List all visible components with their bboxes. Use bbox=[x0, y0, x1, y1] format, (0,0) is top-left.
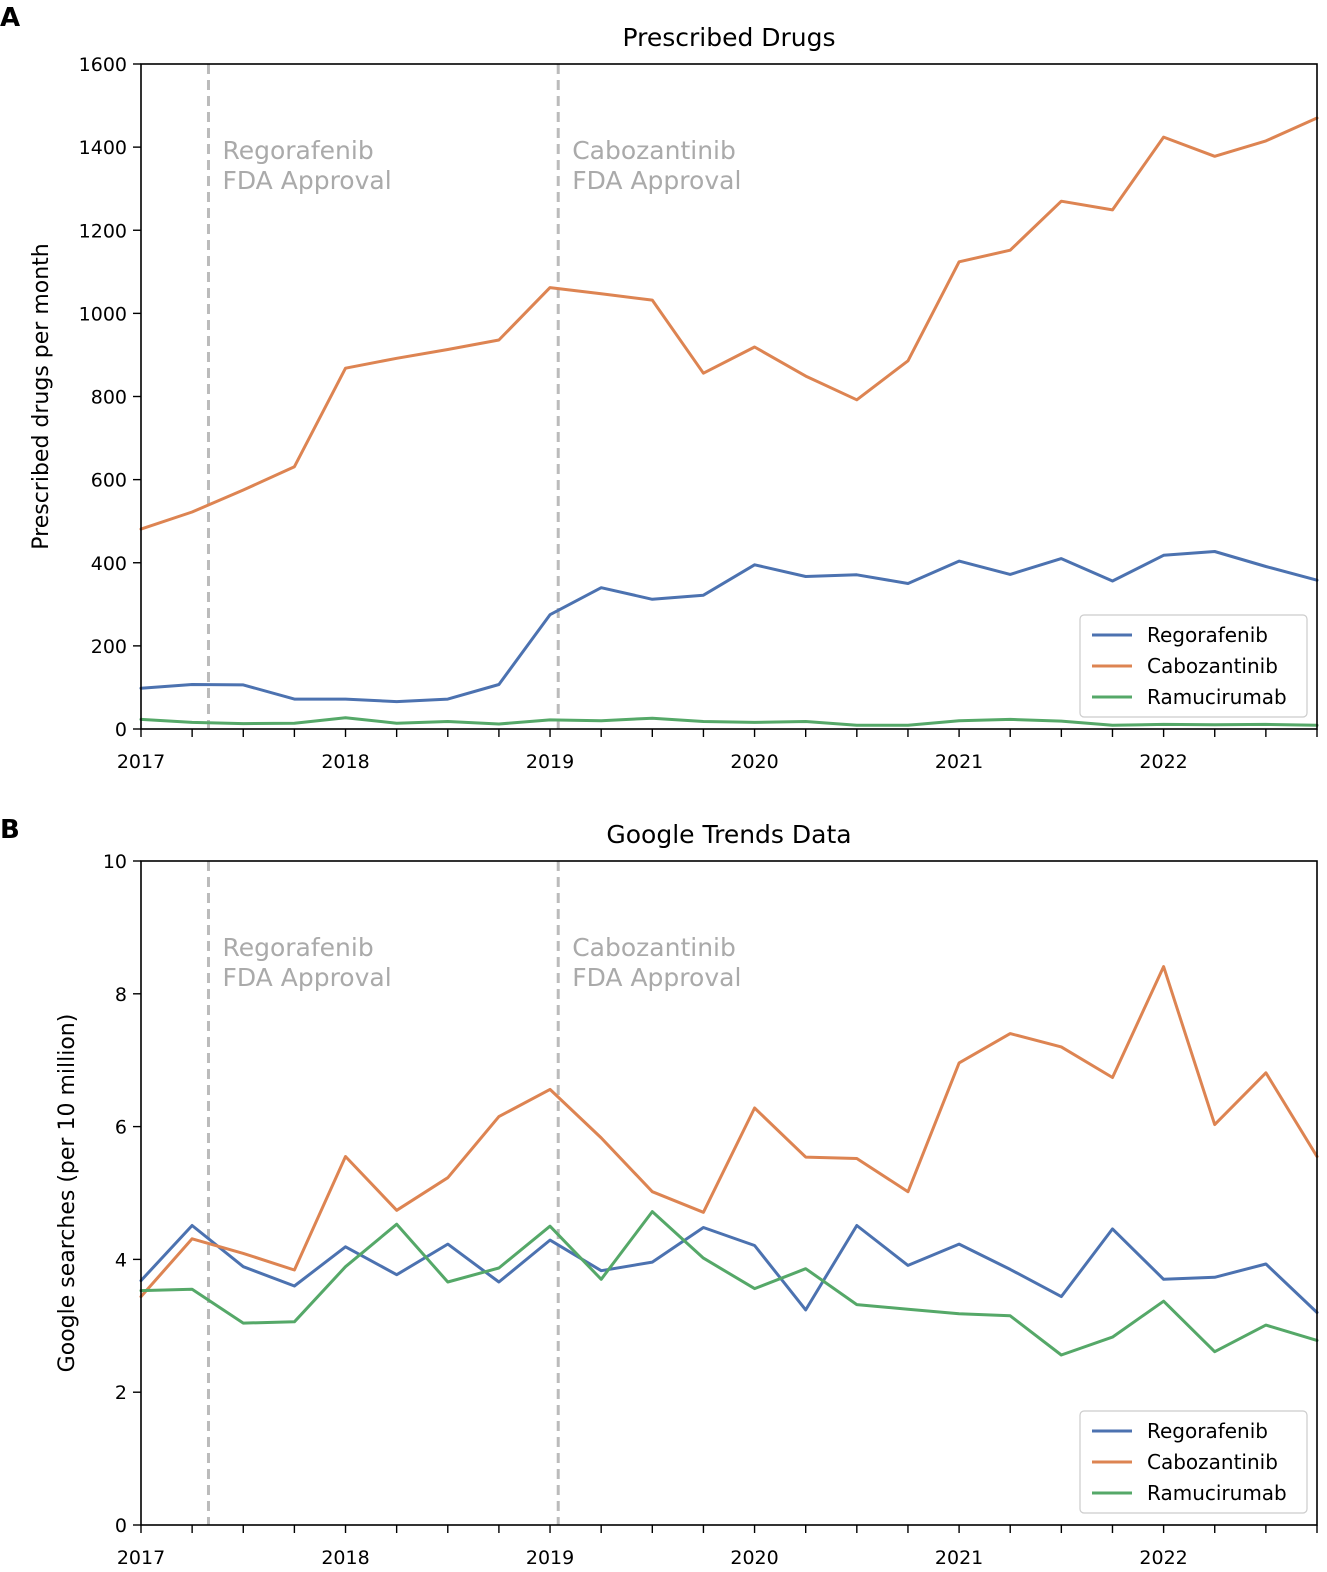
legend-box bbox=[1079, 1410, 1308, 1514]
x-tick-label: 2020 bbox=[730, 1547, 778, 1569]
y-tick-label: 6 bbox=[115, 1117, 127, 1139]
approval-annotation-line: Cabozantinib bbox=[572, 136, 736, 165]
legend: Regorafenib Cabozantinib Ramucirumab bbox=[1079, 1410, 1308, 1514]
y-tick-label: 600 bbox=[91, 470, 127, 492]
legend-label-regorafenib: Regorafenib bbox=[1147, 623, 1268, 647]
legend-label-cabozantinib: Cabozantinib bbox=[1147, 654, 1278, 678]
approval-annotation-line: Cabozantinib bbox=[572, 933, 736, 962]
approval-annotation-line: Regorafenib bbox=[222, 136, 373, 165]
y-tick-label: 0 bbox=[115, 719, 127, 741]
y-tick-label: 1200 bbox=[79, 220, 127, 242]
x-tick-label: 2017 bbox=[117, 1547, 165, 1569]
y-tick-label: 1400 bbox=[79, 137, 127, 159]
x-tick-label: 2021 bbox=[935, 751, 983, 773]
y-tick-label: 1600 bbox=[79, 54, 127, 76]
chart-title: Google Trends Data bbox=[606, 820, 851, 849]
legend: Regorafenib Cabozantinib Ramucirumab bbox=[1079, 614, 1308, 718]
x-tick-label: 2022 bbox=[1139, 751, 1187, 773]
y-tick-label: 4 bbox=[115, 1249, 127, 1271]
plot-frame bbox=[140, 860, 1318, 1526]
approval-annotation-0: Regorafenib FDA Approval bbox=[222, 933, 391, 992]
y-tick-label: 10 bbox=[103, 851, 127, 873]
series-line-cabozantinib bbox=[139, 965, 1319, 1299]
approval-annotation-line: FDA Approval bbox=[222, 166, 391, 195]
chart-title: Prescribed Drugs bbox=[622, 23, 835, 52]
y-tick-label: 800 bbox=[91, 387, 127, 409]
y-tick-label: 200 bbox=[91, 636, 127, 658]
series-line-ramucirumab bbox=[139, 1210, 1319, 1357]
x-tick-label: 2020 bbox=[730, 751, 778, 773]
panel-A: A Prescribed Drugs Prescribed drugs per mo… bbox=[0, 3, 1319, 773]
approval-annotation-line: Regorafenib bbox=[222, 933, 373, 962]
panel-letter: B bbox=[0, 815, 20, 845]
series-line-regorafenib bbox=[139, 1224, 1319, 1314]
y-tick-label: 1000 bbox=[79, 303, 127, 325]
series-line-ramucirumab bbox=[139, 716, 1319, 727]
y-axis-label: Google searches (per 10 million) bbox=[55, 1014, 80, 1373]
approval-annotation-1: Cabozantinib FDA Approval bbox=[572, 136, 741, 195]
legend-label-ramucirumab: Ramucirumab bbox=[1147, 1481, 1287, 1505]
panel-letter: A bbox=[0, 3, 20, 33]
approval-annotation-line: FDA Approval bbox=[572, 963, 741, 992]
legend-label-regorafenib: Regorafenib bbox=[1147, 1419, 1268, 1443]
legend-label-ramucirumab: Ramucirumab bbox=[1147, 685, 1287, 709]
x-tick-label: 2018 bbox=[321, 1547, 369, 1569]
series-line-cabozantinib bbox=[139, 116, 1319, 531]
legend-box bbox=[1079, 614, 1308, 718]
y-tick-label: 400 bbox=[91, 553, 127, 575]
series-line-regorafenib bbox=[139, 550, 1319, 704]
legend-label-cabozantinib: Cabozantinib bbox=[1147, 1450, 1278, 1474]
approval-annotation-line: FDA Approval bbox=[572, 166, 741, 195]
x-tick-label: 2019 bbox=[526, 1547, 574, 1569]
y-tick-label: 0 bbox=[115, 1515, 127, 1537]
x-tick-label: 2017 bbox=[117, 751, 165, 773]
y-axis-label: Prescribed drugs per month bbox=[29, 243, 54, 549]
y-tick-label: 2 bbox=[115, 1382, 127, 1404]
x-tick-label: 2021 bbox=[935, 1547, 983, 1569]
x-tick-label: 2022 bbox=[1139, 1547, 1187, 1569]
approval-annotation-0: Regorafenib FDA Approval bbox=[222, 136, 391, 195]
approval-annotation-line: FDA Approval bbox=[222, 963, 391, 992]
x-tick-label: 2018 bbox=[321, 751, 369, 773]
y-tick-label: 8 bbox=[115, 984, 127, 1006]
panel-B: B Google Trends Data Google searches (per … bbox=[0, 815, 1319, 1569]
x-tick-label: 2019 bbox=[526, 751, 574, 773]
approval-annotation-1: Cabozantinib FDA Approval bbox=[572, 933, 741, 992]
